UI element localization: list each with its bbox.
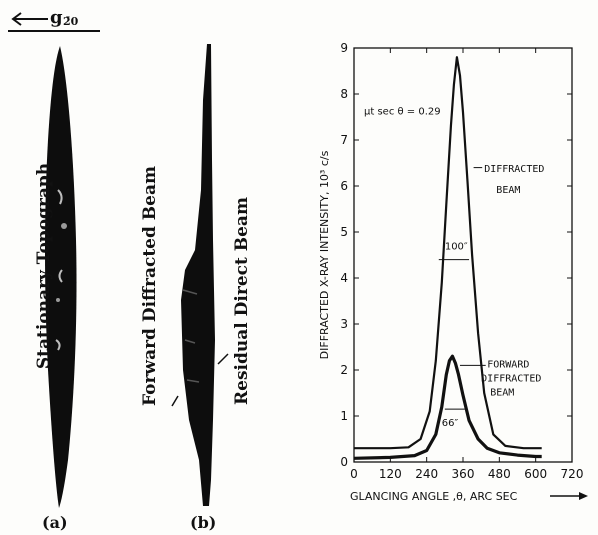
x-tick-label: 240	[415, 467, 438, 481]
diffracted-beam-label: DIFFRACTED	[484, 164, 544, 175]
diffracted-beam-label-2: BEAM	[496, 185, 520, 196]
x-tick-label: 360	[452, 467, 475, 481]
topograph-image-b	[181, 44, 215, 506]
diffracted-beam-line	[354, 56, 542, 450]
g-vector-label: g 2̄0	[8, 6, 100, 32]
y-tick-label: 9	[340, 41, 348, 55]
y-tick-label: 7	[340, 133, 348, 147]
y-tick-label: 0	[340, 455, 348, 469]
panel-b-caption: (b)	[190, 513, 217, 532]
forward-beam-label-2: DIFFRACTED	[481, 374, 541, 385]
y-tick-label: 4	[340, 271, 348, 285]
diffracted-fwhm-label: 100″	[445, 241, 468, 252]
y-tick-label: 5	[340, 225, 348, 239]
g-vector-subscript: 2̄0	[63, 15, 79, 28]
x-tick-label: 600	[524, 467, 547, 481]
x-tick-label: 0	[350, 467, 358, 481]
panel-a-caption: (a)	[42, 513, 68, 532]
x-tick-label: 720	[561, 467, 584, 481]
mu-t-annotation: μt sec θ = 0.29	[364, 107, 441, 118]
y-tick-label: 6	[340, 179, 348, 193]
y-axis-label: DIFFRACTED X-RAY INTENSITY, 10³ c/s	[318, 150, 331, 359]
pointer-lines-b	[171, 353, 229, 407]
x-axis-label: GLANCING ANGLE ,θ, ARC SEC	[350, 490, 518, 503]
forward-beam-label-3: BEAM	[490, 387, 514, 398]
y-tick-label: 1	[340, 409, 348, 423]
arrow-left-icon	[8, 12, 100, 32]
forward-beam-label: FORWARD	[487, 360, 529, 371]
topograph-image-a	[45, 46, 77, 508]
g-vector-letter: g	[50, 7, 63, 28]
forward-fwhm-label: 66″	[442, 418, 459, 429]
arrow-right-icon	[579, 492, 588, 500]
y-tick-label: 3	[340, 317, 348, 331]
y-tick-label: 8	[340, 87, 348, 101]
x-tick-label: 120	[379, 467, 402, 481]
x-tick-label: 480	[488, 467, 511, 481]
forward-diffracted-beam-line	[353, 354, 542, 460]
y-tick-label: 2	[340, 363, 348, 377]
